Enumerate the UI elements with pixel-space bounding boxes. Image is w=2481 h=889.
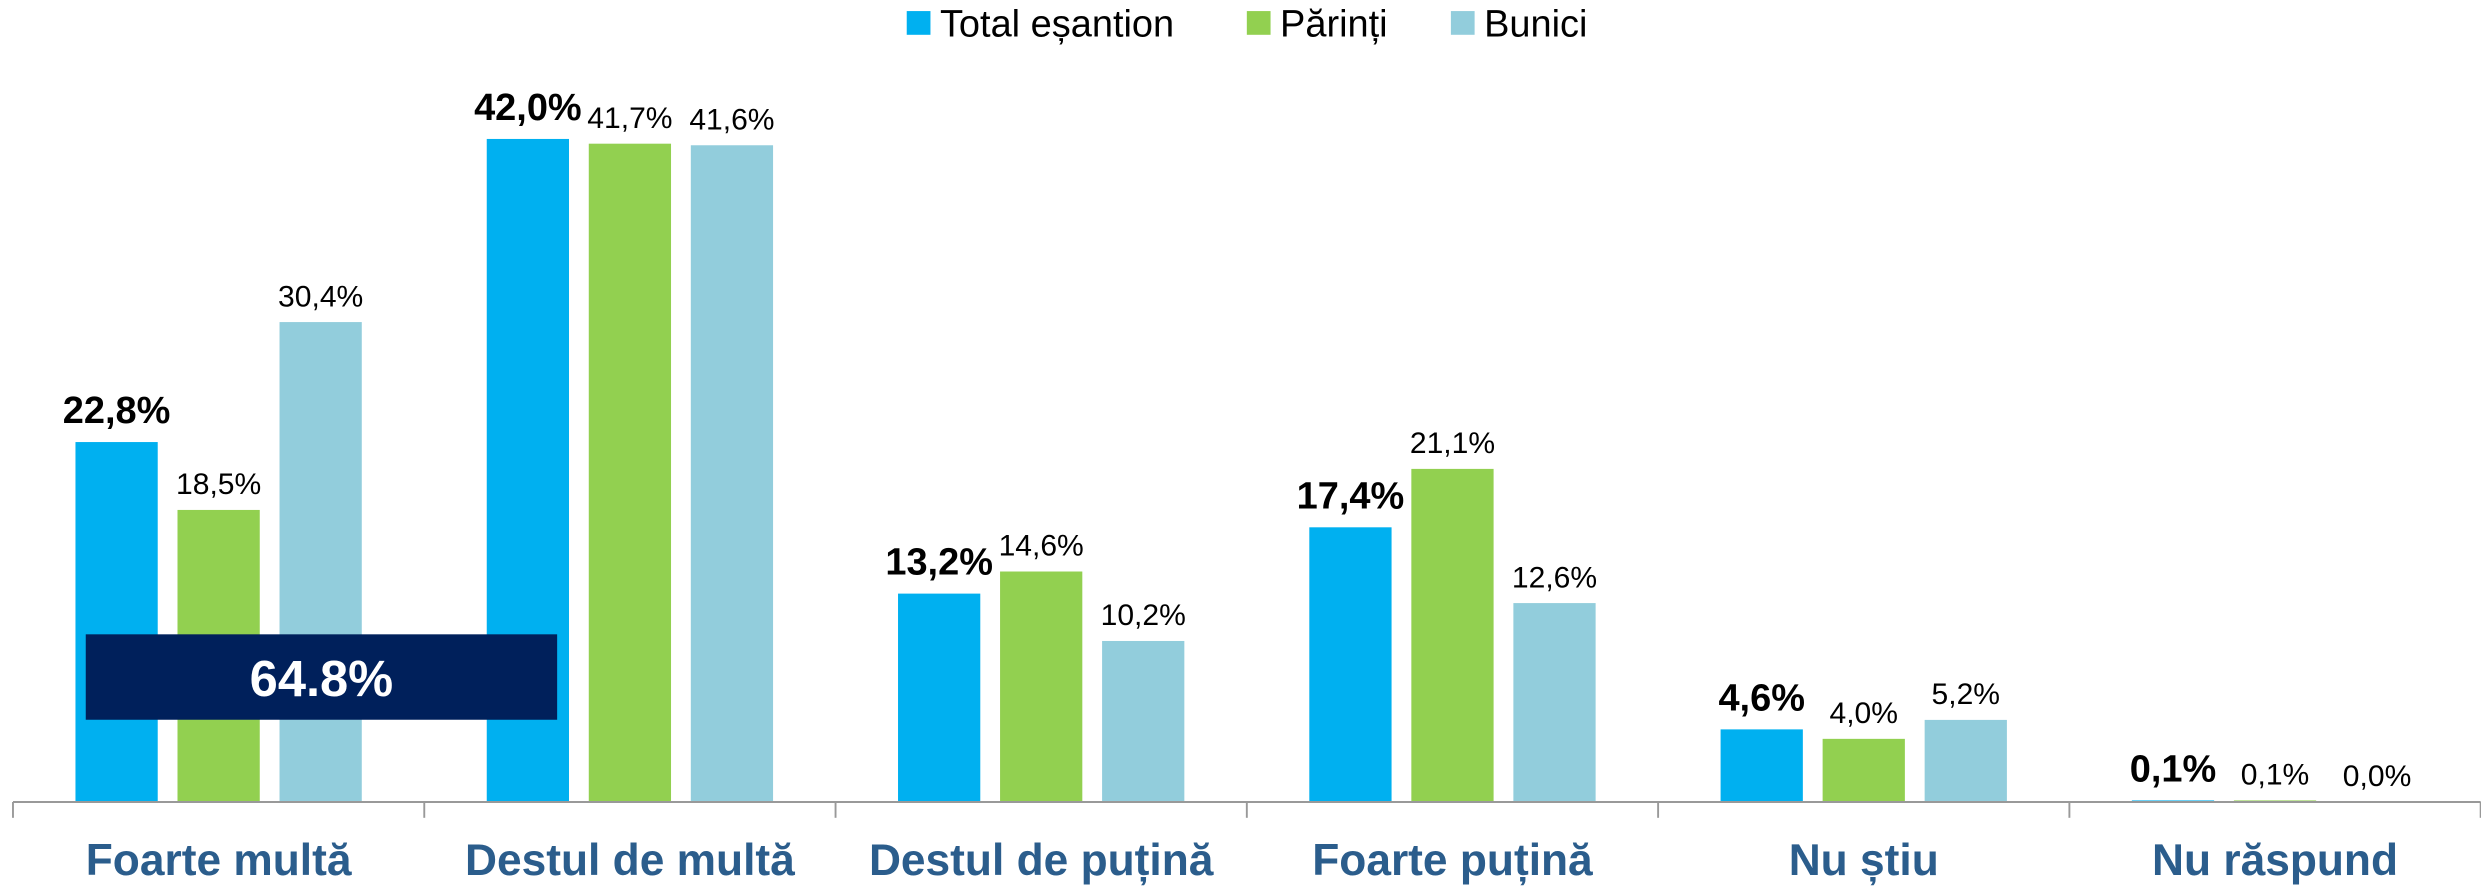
legend-swatch [1450,11,1475,35]
value-label: 30,4% [278,280,363,313]
bar [588,143,672,802]
legend-label: Total eșantion [940,3,1174,45]
bar [1822,738,1905,802]
value-label: 14,6% [999,530,1084,563]
value-label: 12,6% [1512,561,1597,594]
x-tick-label: Nu răspund [2152,836,2398,885]
value-label: 0,0% [2343,760,2412,793]
bar [1000,571,1083,802]
x-tick-label: Nu știu [1789,836,1939,885]
value-label: 22,8% [63,390,171,432]
value-label: 0,1% [2130,748,2217,790]
bar [279,322,362,802]
bar [690,145,774,802]
value-label: 21,1% [1410,427,1495,460]
value-label: 4,0% [1829,697,1898,730]
annotation-box [85,634,558,720]
annotation: 64.8% [85,634,558,720]
value-label: 10,2% [1101,599,1186,632]
value-label: 41,7% [587,102,672,135]
bar [1513,603,1596,802]
value-label: 18,5% [176,468,261,501]
bar [1309,527,1392,802]
bar [1411,468,1494,802]
value-label: 5,2% [1932,678,2001,711]
bar [1102,640,1185,802]
x-tick-label: Destul de puțină [869,836,1214,885]
legend-label: Părinți [1280,3,1388,45]
value-label: 4,6% [1718,677,1805,719]
bar [1720,729,1803,802]
value-label: 0,1% [2241,759,2310,792]
value-label: 42,0% [474,87,582,129]
bar [1924,719,2007,802]
x-tick-label: Foarte multă [86,836,352,885]
annotation-text: 64.8% [250,650,394,707]
value-label: 17,4% [1297,475,1405,517]
value-label: 41,6% [689,103,774,136]
x-tick-label: Destul de multă [465,836,795,885]
legend-swatch [906,11,931,35]
x-tick-label: Foarte puțină [1312,836,1593,885]
legend-label: Bunici [1484,3,1587,45]
legend-swatch [1246,11,1271,35]
value-label: 13,2% [885,542,993,584]
bar [898,593,981,802]
bar [75,442,158,802]
